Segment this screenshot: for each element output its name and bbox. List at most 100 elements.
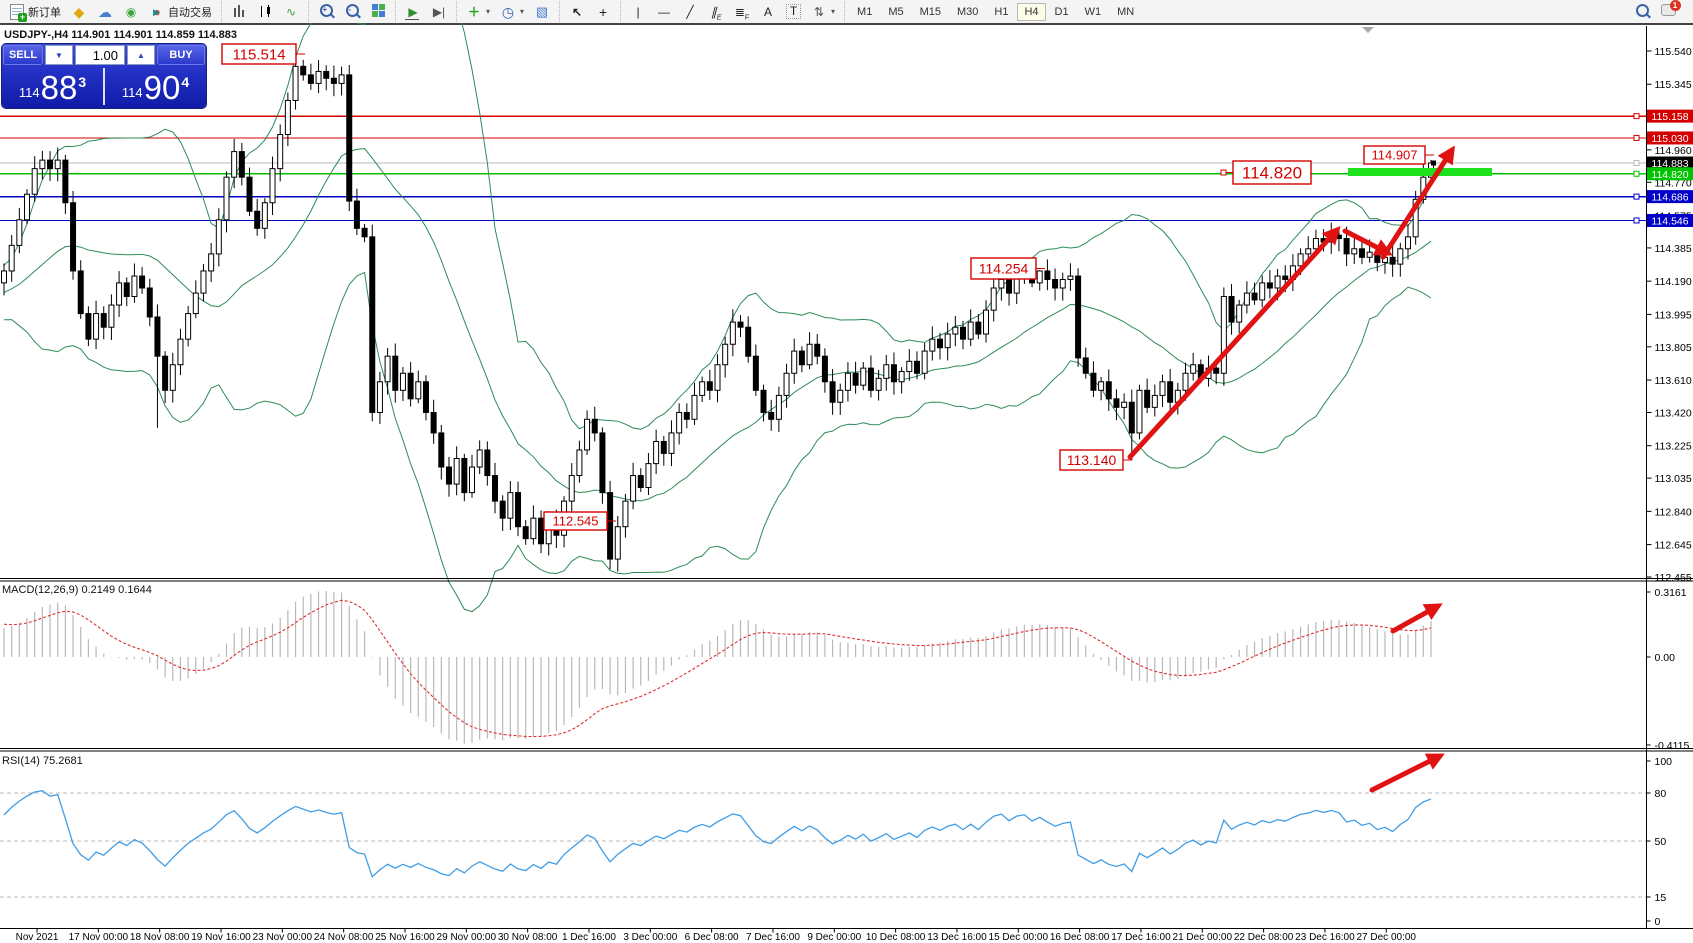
buy-price-big: 90 [143, 69, 181, 106]
bull-candle [775, 394, 782, 420]
timeframe-h1[interactable]: H1 [994, 5, 1009, 18]
price-annotations[interactable]: 115.514 114.820 114.907 114.254 113.140 112.5… [221, 43, 1434, 531]
level-handle [1633, 170, 1640, 177]
new-chart-button[interactable]: ◆ [66, 1, 92, 23]
channel-button[interactable]: ∥E [703, 1, 729, 23]
arrows-tool-button[interactable]: ⇅ ▾ [806, 1, 840, 23]
fibonacci-button[interactable]: ≣F [729, 1, 755, 23]
new-order-button[interactable]: + 新订单 [4, 1, 66, 23]
timeframe-m1[interactable]: M1 [857, 5, 873, 18]
bull-candle [476, 449, 483, 468]
svg-text:1 Dec 16:00: 1 Dec 16:00 [562, 932, 616, 943]
bull-candle [568, 475, 575, 502]
autotrade-button[interactable]: ● ▶ 自动交易 [144, 1, 217, 23]
zoom-out-button[interactable]: - [339, 1, 365, 23]
svg-text:0.3161: 0.3161 [1655, 587, 1687, 599]
bull-candle [875, 377, 882, 391]
bear-candle [515, 492, 522, 528]
bear-candle [146, 287, 153, 318]
bull-candle [944, 333, 951, 349]
timeframe-h4[interactable]: H4 [1017, 2, 1046, 21]
signals-button[interactable]: ◉ [118, 1, 144, 23]
templates-button[interactable]: ▧ [529, 1, 555, 23]
auto-scroll-button[interactable]: ▶ [400, 1, 426, 23]
profiles-button[interactable]: ☁ [92, 1, 118, 23]
bull-candle [1151, 394, 1158, 408]
periods-button[interactable]: ◷ ▾ [501, 3, 525, 20]
volume-up-stepper[interactable]: ▲ [127, 45, 155, 65]
timeframe-m5[interactable]: M5 [888, 5, 904, 18]
svg-text:114.385: 114.385 [1655, 243, 1692, 255]
tile-windows-button[interactable] [365, 1, 391, 23]
green-highlight-bar[interactable] [1348, 168, 1492, 176]
chart-shift-icon: ▶| [432, 4, 446, 19]
svg-text:100: 100 [1655, 756, 1673, 768]
svg-text:10 Dec 08:00: 10 Dec 08:00 [866, 932, 926, 943]
volume-down-stepper[interactable]: ▼ [45, 45, 73, 65]
svg-text:16 Dec 08:00: 16 Dec 08:00 [1050, 932, 1110, 943]
axis-price-label [1647, 167, 1693, 181]
bear-candle [461, 458, 468, 494]
volume-input[interactable]: 1.00 [75, 45, 125, 65]
search-button[interactable] [1629, 1, 1655, 23]
bull-candle [384, 355, 391, 383]
crosshair-button[interactable]: + [590, 1, 616, 23]
axis-price-label [1647, 190, 1693, 204]
bear-candle [683, 411, 690, 420]
timeframe-m15[interactable]: M15 [919, 5, 942, 18]
bull-candle [584, 418, 591, 451]
text-tool-button[interactable]: A [755, 1, 781, 23]
bear-candle [1113, 398, 1120, 408]
time-axis[interactable]: Nov 2021 17 Nov 00:00 18 Nov 08:00 19 Nov 1… [16, 928, 1417, 943]
bear-candle [499, 500, 506, 519]
bear-candle [492, 475, 499, 502]
svg-text:113.995: 113.995 [1655, 309, 1692, 321]
svg-text:112.455: 112.455 [1655, 572, 1692, 584]
bear-candle [438, 432, 445, 468]
bull-candle [729, 321, 736, 345]
bear-candle [1228, 296, 1235, 323]
zoom-in-button[interactable]: + [313, 1, 339, 23]
buy-price[interactable]: 114 90 4 [105, 66, 206, 107]
svg-text:6 Dec 08:00: 6 Dec 08:00 [685, 932, 739, 943]
timeframe-mn[interactable]: MN [1117, 5, 1135, 18]
chart-shift-marker[interactable] [1362, 27, 1374, 33]
bear-candle [47, 159, 54, 170]
bear-candle [1251, 292, 1258, 301]
chart-shift-button[interactable]: ▶| [426, 1, 452, 23]
trend-arrows[interactable] [1127, 145, 1455, 793]
sell-button[interactable]: SELL [3, 45, 43, 65]
timeframe-group: M1 M5 M15 M30 H1 H4 D1 W1 MN [844, 1, 1146, 22]
candlestick-button[interactable] [252, 1, 278, 23]
bull-candle [453, 458, 460, 485]
vertical-line-button[interactable]: | [625, 1, 651, 23]
axis-price-label [1647, 156, 1693, 170]
text-label-button[interactable]: T [781, 1, 806, 23]
cursor-button[interactable]: ↖ [564, 1, 590, 23]
svg-text:114.960: 114.960 [1655, 145, 1692, 157]
bull-candle [952, 326, 959, 335]
bull-candle [108, 304, 115, 328]
notifications-button[interactable]: 1 [1655, 0, 1681, 23]
indicators-button[interactable]: ＋ ▾ [467, 4, 491, 19]
horizontal-line-button[interactable]: — [651, 1, 677, 23]
bear-candle [1282, 275, 1289, 280]
timeframe-d1[interactable]: D1 [1054, 5, 1069, 18]
price-axis[interactable]: 115.540115.345114.960114.770114.575114.3… [1645, 26, 1693, 929]
bar-chart-button[interactable] [226, 1, 252, 23]
timeframe-m30[interactable]: M30 [957, 5, 979, 18]
buy-button[interactable]: BUY [157, 45, 205, 65]
bear-candle [821, 355, 828, 383]
bear-candle [960, 326, 967, 340]
line-chart-button[interactable]: ∿ [278, 1, 304, 23]
last-price-marker [1431, 160, 1436, 166]
bear-candle [591, 418, 598, 434]
bear-candle [346, 74, 353, 202]
rsi-line [3, 790, 1432, 878]
sell-price[interactable]: 114 88 3 [2, 66, 103, 107]
bull-candle [783, 372, 790, 396]
trendline-button[interactable]: ╱ [677, 1, 703, 23]
timeframe-w1[interactable]: W1 [1084, 5, 1102, 18]
autotrade-label: 自动交易 [168, 6, 212, 19]
